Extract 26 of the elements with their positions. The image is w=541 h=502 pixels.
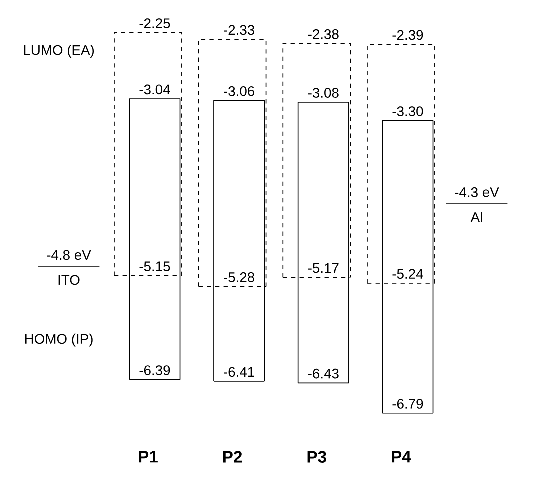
data-label: -2.39 bbox=[392, 30, 424, 40]
category-label: P4 bbox=[392, 451, 412, 463]
data-label: -6.43 bbox=[308, 369, 339, 379]
data-label: -5.28 bbox=[224, 272, 255, 283]
data-label: -6.39 bbox=[140, 366, 170, 376]
data-label: -6.79 bbox=[392, 399, 424, 410]
text: Al bbox=[470, 212, 482, 222]
data-label: -3.06 bbox=[224, 86, 255, 97]
text: LUMO (EA) bbox=[24, 45, 94, 58]
category-label: P3 bbox=[308, 451, 326, 464]
text: HOMO (IP) bbox=[25, 334, 93, 348]
text: -4.3 eV bbox=[455, 188, 500, 198]
data-label: -2.33 bbox=[224, 26, 255, 36]
data-label: -3.08 bbox=[308, 88, 339, 98]
data-label: -2.25 bbox=[140, 18, 170, 29]
data-label: -5.15 bbox=[140, 262, 170, 272]
category-label: P1 bbox=[139, 451, 158, 463]
data-label: -5.17 bbox=[308, 264, 339, 274]
category-label: P2 bbox=[223, 451, 242, 464]
text: ITO bbox=[58, 276, 80, 286]
data-label: -3.04 bbox=[140, 85, 170, 95]
data-label: -5.24 bbox=[392, 269, 424, 280]
data-label: -6.41 bbox=[224, 368, 254, 378]
text: -4.8 eV bbox=[47, 250, 92, 260]
data-label: -2.38 bbox=[308, 30, 339, 40]
data-label: -3.30 bbox=[392, 106, 424, 117]
